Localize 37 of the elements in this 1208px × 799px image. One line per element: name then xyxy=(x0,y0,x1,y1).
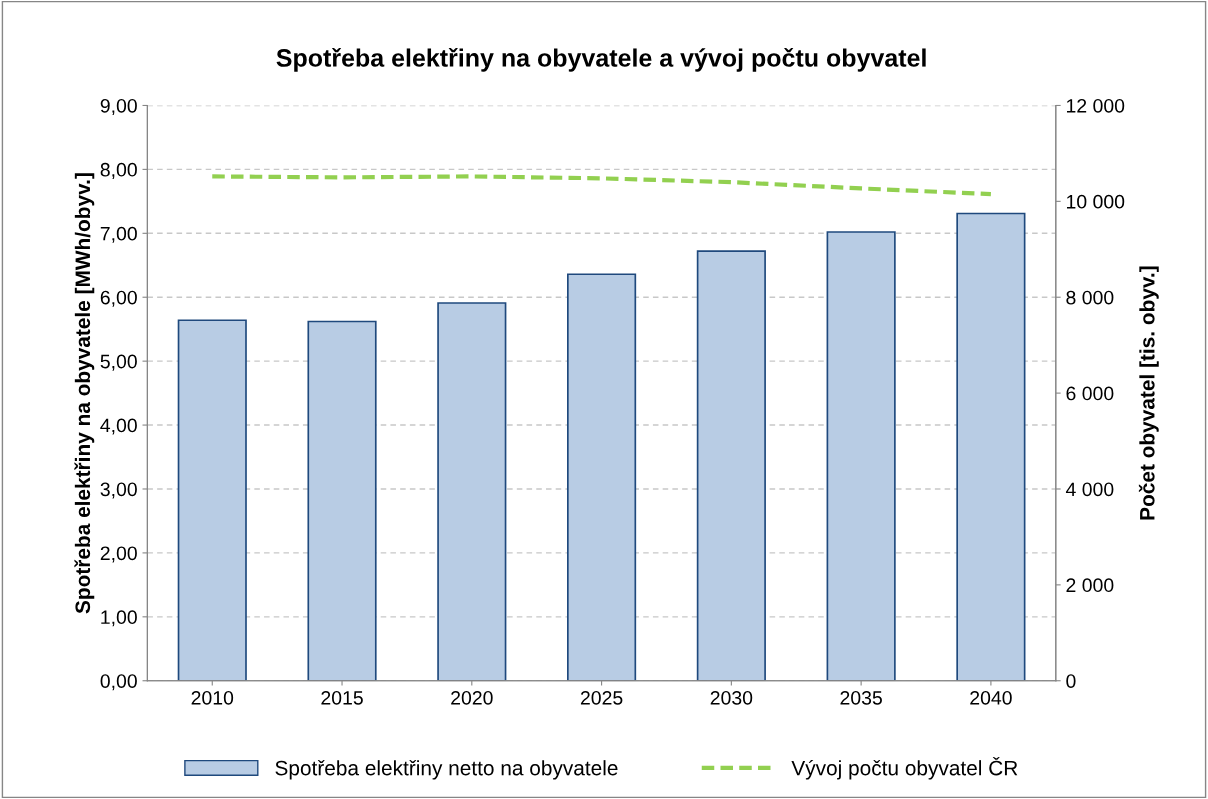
x-tick-label: 2010 xyxy=(191,690,234,705)
y-tick-label: 7,00 xyxy=(100,226,137,243)
y-tick-label: 9,00 xyxy=(100,98,137,115)
y-tick-label: 1,00 xyxy=(101,610,137,627)
x-tick-label: 2015 xyxy=(321,690,363,705)
bar xyxy=(567,273,637,681)
y-tick-label: 6,00 xyxy=(100,290,137,307)
y-tick-label: 8,00 xyxy=(100,162,137,179)
y-tick-label: 3,00 xyxy=(100,482,137,499)
y2-tick-label: 6 000 xyxy=(1066,386,1114,401)
y2-tick-label: 2 000 xyxy=(1066,578,1114,593)
y-tick-label: 5,00 xyxy=(100,354,137,371)
y2-axis-title: Počet obyvatel [tis. obyv.] xyxy=(1138,266,1159,520)
y2-tick-label: 12 000 xyxy=(1067,98,1125,113)
chart-title: Spotřeba elektřiny na obyvatele a vývoj počtu obyvatel xyxy=(276,47,926,72)
legend-label: Spotřeba elektřiny netto na obyvatele xyxy=(275,760,618,780)
bar xyxy=(826,231,896,681)
bar xyxy=(696,250,766,681)
y2-tick-label: 10 000 xyxy=(1067,194,1125,209)
y-tick-label: 2,00 xyxy=(100,546,137,563)
legend-label: Vývoj počtu obyvatel ČR xyxy=(791,757,1018,780)
y2-tick-label: 4 000 xyxy=(1065,482,1114,497)
x-tick-label: 2035 xyxy=(840,690,882,705)
x-tick-label: 2025 xyxy=(580,690,623,705)
y2-tick-label: 8 000 xyxy=(1066,290,1114,305)
x-tick-label: 2040 xyxy=(970,690,1012,705)
y2-tick-label: 0 xyxy=(1066,674,1076,688)
bar xyxy=(177,319,247,681)
y-axis-title: Spotřeba elektřiny na obyvatele [MWh/obyv.] xyxy=(74,173,95,614)
x-tick-label: 2030 xyxy=(710,690,753,705)
bar xyxy=(956,212,1026,681)
x-tick-label: 2020 xyxy=(451,690,493,705)
line-series xyxy=(210,174,993,197)
y-tick-label: 0,00 xyxy=(100,674,137,691)
y-tick-label: 4,00 xyxy=(100,418,137,435)
bar xyxy=(307,320,377,681)
bar xyxy=(437,302,507,681)
